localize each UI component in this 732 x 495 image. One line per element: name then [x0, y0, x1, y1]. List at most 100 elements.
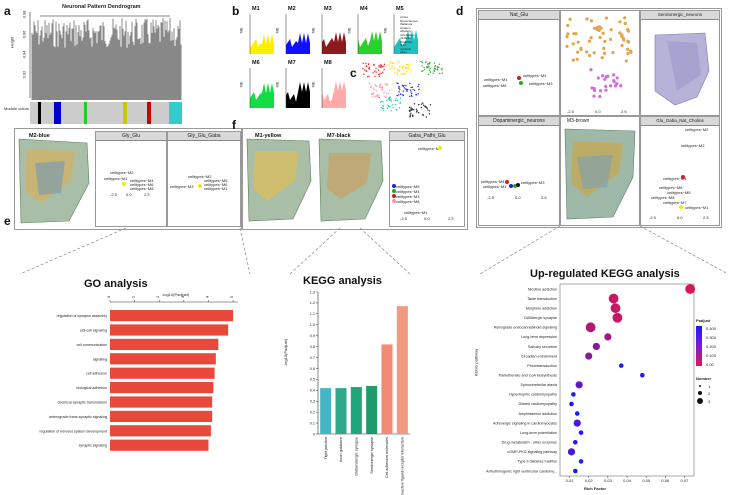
network-node [383, 109, 385, 111]
point-label: celltypes~M4 [481, 179, 505, 184]
scatter-point [600, 56, 604, 60]
xtick: -2.5 [649, 215, 656, 220]
kegg-ytick-label: 0.7 [310, 356, 315, 360]
scatter-point [601, 31, 605, 35]
network-node [398, 60, 400, 63]
go-term-label: biological adhesion [76, 386, 107, 390]
box-title: Gly_Glu_Gaba [168, 132, 240, 141]
kegg-ytick-label: 1.1 [310, 312, 315, 316]
go-term-label: signaling [93, 357, 107, 361]
ukegg-dot [573, 419, 581, 427]
network-node [417, 93, 419, 95]
ukegg-title: Up-regulated KEGG analysis [530, 268, 680, 280]
network-node [409, 63, 411, 65]
module-name: M2 [288, 6, 296, 12]
network-node [427, 65, 430, 67]
network-node [365, 62, 367, 65]
scatter-point [619, 34, 624, 38]
network-node [372, 72, 374, 74]
network-node [441, 69, 443, 71]
network-node [433, 62, 436, 64]
network-node [417, 85, 419, 88]
ukegg-pathway-label: Hypertrophic cardiomyopathy [509, 393, 557, 397]
network-node [428, 113, 431, 115]
network-node [378, 66, 380, 68]
scatter-point [612, 73, 616, 77]
module-color-segment [123, 102, 128, 124]
scatter-point [575, 57, 579, 61]
go-tick-label: 0 [106, 295, 111, 298]
dendrogram-tree [29, 12, 182, 100]
kegg-category-label: Glutamatergic synapse [355, 437, 359, 476]
module-color-segment [37, 102, 42, 124]
box-m1-yellow: M1-yellow [245, 131, 315, 225]
scatter-point [626, 28, 630, 32]
ukegg-dot [585, 322, 596, 333]
network-node [388, 63, 390, 66]
network-node [378, 69, 380, 71]
point-label: celltypes~M1 [404, 210, 428, 215]
go-bar [110, 353, 216, 365]
module-area [357, 14, 382, 54]
kegg-ytick-label: 1.3 [310, 290, 315, 294]
point-label: celltypes~M1 [484, 77, 508, 82]
network-node [437, 66, 440, 69]
network-node [374, 75, 376, 78]
network-node [402, 85, 404, 88]
ukegg-dot [585, 352, 593, 360]
point-marker [517, 76, 521, 80]
module-network-plot [362, 60, 443, 118]
go-bar [110, 425, 211, 437]
number-legend-dot [697, 398, 703, 404]
point-label: celltypes~M5 [396, 184, 420, 189]
point-marker [519, 81, 523, 85]
kegg-ytick-label: 0.5 [310, 378, 315, 382]
point-label: celltypes~M8 [396, 199, 420, 204]
box-gaba-pathi-glu: Gaba_Pathi_Glu celltypes~M7 celltypes~M5… [389, 131, 465, 227]
module-color-segment [127, 102, 148, 124]
scatter-point [606, 74, 610, 78]
number-legend-dot [698, 391, 702, 395]
module-area-fill [250, 83, 274, 108]
network-node [374, 96, 376, 98]
xtick: 2.5 [621, 109, 627, 114]
go-axis-label: -log10(Padjust) [162, 292, 190, 297]
point-marker [198, 184, 202, 188]
number-legend-title: Number [696, 376, 712, 381]
padj-colorbar [696, 326, 702, 366]
scatter-point [597, 28, 601, 33]
point-marker [392, 189, 396, 193]
ukegg-dot [573, 468, 578, 474]
network-node [411, 95, 413, 98]
network-node [362, 67, 364, 70]
kegg-bar [335, 388, 347, 434]
scatter-point [579, 47, 583, 51]
network-node [422, 114, 425, 116]
network-node [429, 71, 432, 73]
network-node [375, 71, 377, 73]
scatter-point [565, 44, 569, 48]
network-node [375, 95, 377, 97]
module-area-fill [394, 30, 418, 54]
point-label: celltypes~M5 [667, 190, 691, 195]
scatter-point [624, 59, 628, 63]
network-node [427, 62, 429, 65]
point-marker [679, 205, 683, 209]
scatter-point [566, 23, 570, 28]
module-area [249, 68, 274, 108]
network-node [390, 110, 392, 112]
box-nat-glu: Nat_Glu celltypes~M4 celltypes~M1 cellty… [478, 10, 560, 116]
network-node [381, 100, 383, 103]
kegg-category-label: Cell adhesion molecules [385, 437, 389, 478]
kegg-ytick-label: 0.2 [310, 410, 315, 414]
point-marker [392, 194, 396, 198]
network-node [396, 94, 398, 97]
network-node [420, 60, 422, 63]
network-node [372, 87, 375, 89]
ukegg-dot [640, 372, 645, 378]
network-node [398, 91, 400, 93]
network-node [421, 61, 424, 64]
go-term-label: chemical synaptic transmission [57, 401, 107, 405]
